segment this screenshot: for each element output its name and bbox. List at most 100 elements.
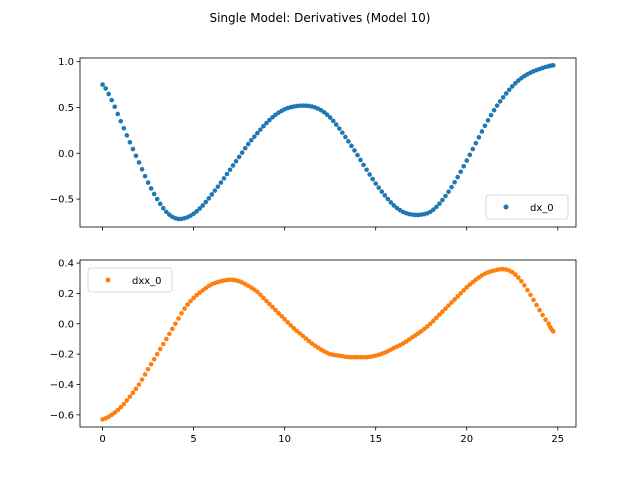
- y-tick-label: −0.5: [50, 195, 74, 206]
- data-point: [449, 184, 454, 190]
- data-point: [121, 401, 127, 407]
- data-point: [188, 298, 193, 304]
- data-point: [443, 193, 448, 199]
- data-point: [349, 143, 354, 149]
- data-point: [206, 196, 212, 201]
- data-point: [540, 312, 545, 318]
- data-point: [358, 157, 363, 163]
- data-point: [437, 201, 442, 206]
- data-point: [148, 361, 154, 367]
- data-point: [157, 201, 163, 207]
- data-point: [476, 135, 482, 140]
- data-point: [550, 63, 556, 68]
- legend-label: dx_0: [530, 203, 554, 214]
- data-point: [364, 167, 369, 173]
- y-tick-label: 0.4: [58, 259, 74, 270]
- data-point: [336, 126, 342, 131]
- data-point: [509, 84, 515, 89]
- data-point: [373, 181, 379, 186]
- x-tick-label: 15: [369, 434, 382, 445]
- data-point: [130, 390, 136, 396]
- data-point: [109, 97, 114, 103]
- data-point: [233, 158, 239, 164]
- data-point: [333, 122, 339, 127]
- legend: dxx_0: [87, 267, 173, 293]
- data-point: [285, 320, 290, 325]
- data-point: [497, 99, 503, 104]
- x-tick-label: 20: [460, 434, 473, 445]
- data-point: [145, 367, 151, 372]
- data-point: [100, 82, 105, 87]
- data-point: [276, 310, 281, 316]
- data-point: [550, 329, 556, 334]
- data-point: [182, 306, 187, 311]
- data-point: [488, 112, 494, 118]
- data-point: [431, 207, 436, 212]
- data-point: [239, 150, 245, 155]
- data-point: [154, 351, 160, 357]
- data-point: [391, 203, 397, 208]
- data-point: [151, 356, 157, 362]
- data-point: [127, 394, 133, 399]
- data-point: [379, 189, 385, 194]
- data-point: [534, 302, 539, 308]
- data-point: [519, 278, 524, 284]
- data-point: [267, 301, 272, 307]
- data-point: [470, 146, 476, 152]
- data-point: [528, 292, 533, 298]
- data-point: [248, 137, 254, 143]
- data-point: [370, 176, 375, 182]
- data-point: [531, 297, 536, 303]
- data-point: [385, 196, 391, 202]
- data-point: [440, 309, 445, 314]
- data-point: [464, 158, 470, 163]
- data-point: [467, 152, 473, 158]
- x-tick-label: 25: [551, 434, 564, 445]
- data-point: [421, 326, 427, 332]
- data-point: [197, 206, 202, 211]
- legend-box: [87, 267, 173, 293]
- data-point: [236, 154, 242, 160]
- data-point: [170, 326, 175, 332]
- data-point: [230, 163, 236, 168]
- data-point: [112, 410, 118, 415]
- data-point: [224, 171, 230, 177]
- data-point: [139, 166, 145, 172]
- data-point: [167, 331, 172, 337]
- data-point: [355, 152, 360, 158]
- data-point: [136, 382, 142, 387]
- data-point: [227, 167, 233, 173]
- legend-box: [485, 194, 569, 220]
- data-point: [142, 372, 148, 377]
- y-tick-label: 1.0: [58, 57, 74, 68]
- data-point: [194, 209, 199, 214]
- data-point: [124, 133, 130, 138]
- data-point: [136, 160, 142, 165]
- y-tick-label: 0.5: [58, 103, 74, 114]
- data-point: [424, 324, 430, 329]
- data-point: [434, 315, 439, 321]
- data-point: [452, 179, 457, 185]
- data-point: [173, 321, 178, 327]
- data-point: [513, 81, 518, 86]
- data-point: [440, 197, 445, 203]
- data-point: [103, 86, 108, 91]
- data-point: [176, 316, 181, 321]
- data-point: [212, 188, 218, 193]
- legend: dx_0: [485, 194, 569, 220]
- data-point: [242, 145, 248, 151]
- data-point: [340, 130, 345, 135]
- data-point: [133, 153, 139, 159]
- x-tick-label: 10: [278, 434, 291, 445]
- data-point: [346, 139, 351, 144]
- data-point: [133, 386, 139, 392]
- data-point: [303, 336, 309, 341]
- figure-title: Single Model: Derivatives (Model 10): [209, 11, 430, 25]
- data-point: [270, 114, 275, 120]
- series-dxx_0: [100, 266, 556, 422]
- data-point: [330, 118, 336, 124]
- data-point: [215, 184, 221, 189]
- data-point: [461, 163, 467, 169]
- data-point: [522, 283, 527, 288]
